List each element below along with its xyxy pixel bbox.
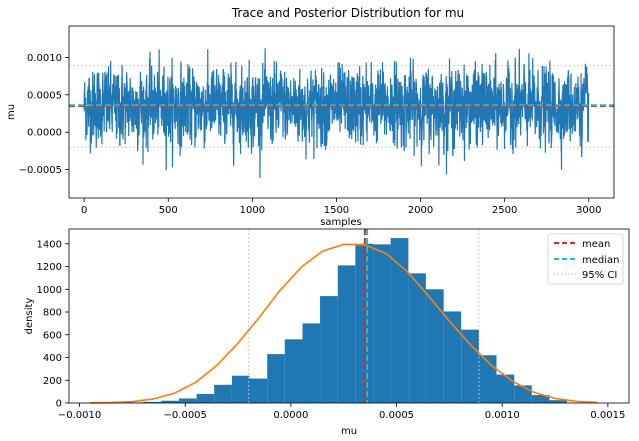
- histogram-bar: [373, 244, 391, 403]
- histogram-plot-area: [90, 229, 598, 404]
- trace-y-ticks: −0.0005 0.0000 0.0005 0.0010: [19, 53, 69, 176]
- trace-x-tick-label: 0: [81, 205, 87, 216]
- trace-x-ticks: 0 500 1000 1500 2000 2500 3000: [81, 198, 601, 216]
- histogram-bar: [337, 265, 356, 403]
- trace-y-tick-label: 0.0005: [27, 90, 62, 101]
- histogram-bar: [390, 238, 409, 403]
- histogram-bar: [302, 323, 321, 403]
- trace-x-tick-label: 1000: [240, 205, 265, 216]
- histogram-y-tick-label: 600: [43, 330, 62, 341]
- trace-y-tick-label: 0.0010: [27, 53, 62, 64]
- histogram-bar: [549, 400, 568, 403]
- histogram-x-ticks: −0.0010 −0.0005 0.0000 0.0005 0.0010 0.0015: [58, 403, 625, 421]
- histogram-y-tick-label: 1200: [37, 262, 62, 273]
- histogram-bar: [267, 354, 285, 403]
- legend: mean median 95% CI: [547, 233, 624, 285]
- histogram-y-tick-label: 1000: [37, 285, 62, 296]
- histogram-y-tick-label: 400: [43, 353, 62, 364]
- histogram-bar: [143, 401, 162, 403]
- histogram-bar: [214, 384, 232, 403]
- histogram-x-tick-label: 0.0010: [485, 410, 520, 421]
- histogram-x-tick-label: 0.0000: [273, 410, 308, 421]
- legend-median-label: median: [582, 255, 620, 266]
- histogram-x-tick-label: −0.0005: [164, 410, 207, 421]
- histogram-axes-frame: [68, 228, 630, 404]
- trace-x-tick-label: 1500: [324, 205, 349, 216]
- trace-axes-frame: [68, 25, 615, 199]
- legend-ci-label: 95% CI: [582, 270, 617, 281]
- histogram-y-tick-label: 0: [56, 399, 62, 410]
- histogram-bar: [443, 311, 462, 403]
- histogram-bar: [320, 296, 338, 403]
- trace-y-tick-label: −0.0005: [19, 165, 62, 176]
- trace-plot-area: [69, 48, 614, 179]
- histogram-bar: [178, 398, 197, 403]
- histogram-x-tick-label: 0.0015: [590, 410, 625, 421]
- histogram-x-label: mu: [341, 426, 357, 437]
- histogram-y-ticks: 0 200 400 600 800 1000 1200 1400: [37, 239, 69, 410]
- histogram-bar: [231, 375, 250, 403]
- trace-y-tick-label: 0.0000: [27, 128, 62, 139]
- trace-x-tick-label: 2500: [492, 205, 517, 216]
- histogram-bar: [161, 400, 179, 403]
- histogram-bar: [425, 289, 444, 403]
- histogram-y-label: density: [24, 298, 35, 335]
- histogram-bar: [496, 374, 515, 403]
- histogram-x-tick-label: 0.0005: [379, 410, 414, 421]
- legend-mean-label: mean: [582, 239, 610, 250]
- histogram-bar: [196, 393, 215, 403]
- trace-x-tick-label: 500: [159, 205, 178, 216]
- histogram-y-tick-label: 1400: [37, 239, 62, 250]
- histogram-bar: [249, 378, 268, 403]
- legend-frame: [547, 233, 624, 285]
- trace-y-label: mu: [6, 104, 17, 120]
- histogram-y-tick-label: 200: [43, 376, 62, 387]
- histogram-bar: [461, 329, 479, 403]
- kde-curve: [90, 243, 598, 404]
- histogram-panel: −0.0010 −0.0005 0.0000 0.0005 0.0010 0.0015 0…: [24, 228, 630, 437]
- histogram-bar: [531, 395, 550, 403]
- trace-x-label: samples: [320, 217, 362, 228]
- histogram-bar: [408, 273, 426, 403]
- trace-panel: Trace and Posterior Distribution for mu …: [6, 6, 615, 228]
- trace-series-line: [83, 48, 590, 179]
- trace-x-tick-label: 3000: [576, 205, 601, 216]
- trace-x-tick-label: 2000: [408, 205, 433, 216]
- histogram-bar: [514, 385, 532, 403]
- trace-title: Trace and Posterior Distribution for mu: [231, 6, 464, 20]
- histogram-bar: [478, 355, 497, 403]
- histogram-bar: [284, 339, 303, 403]
- histogram-y-tick-label: 800: [43, 308, 62, 319]
- histogram-x-tick-label: −0.0010: [58, 410, 101, 421]
